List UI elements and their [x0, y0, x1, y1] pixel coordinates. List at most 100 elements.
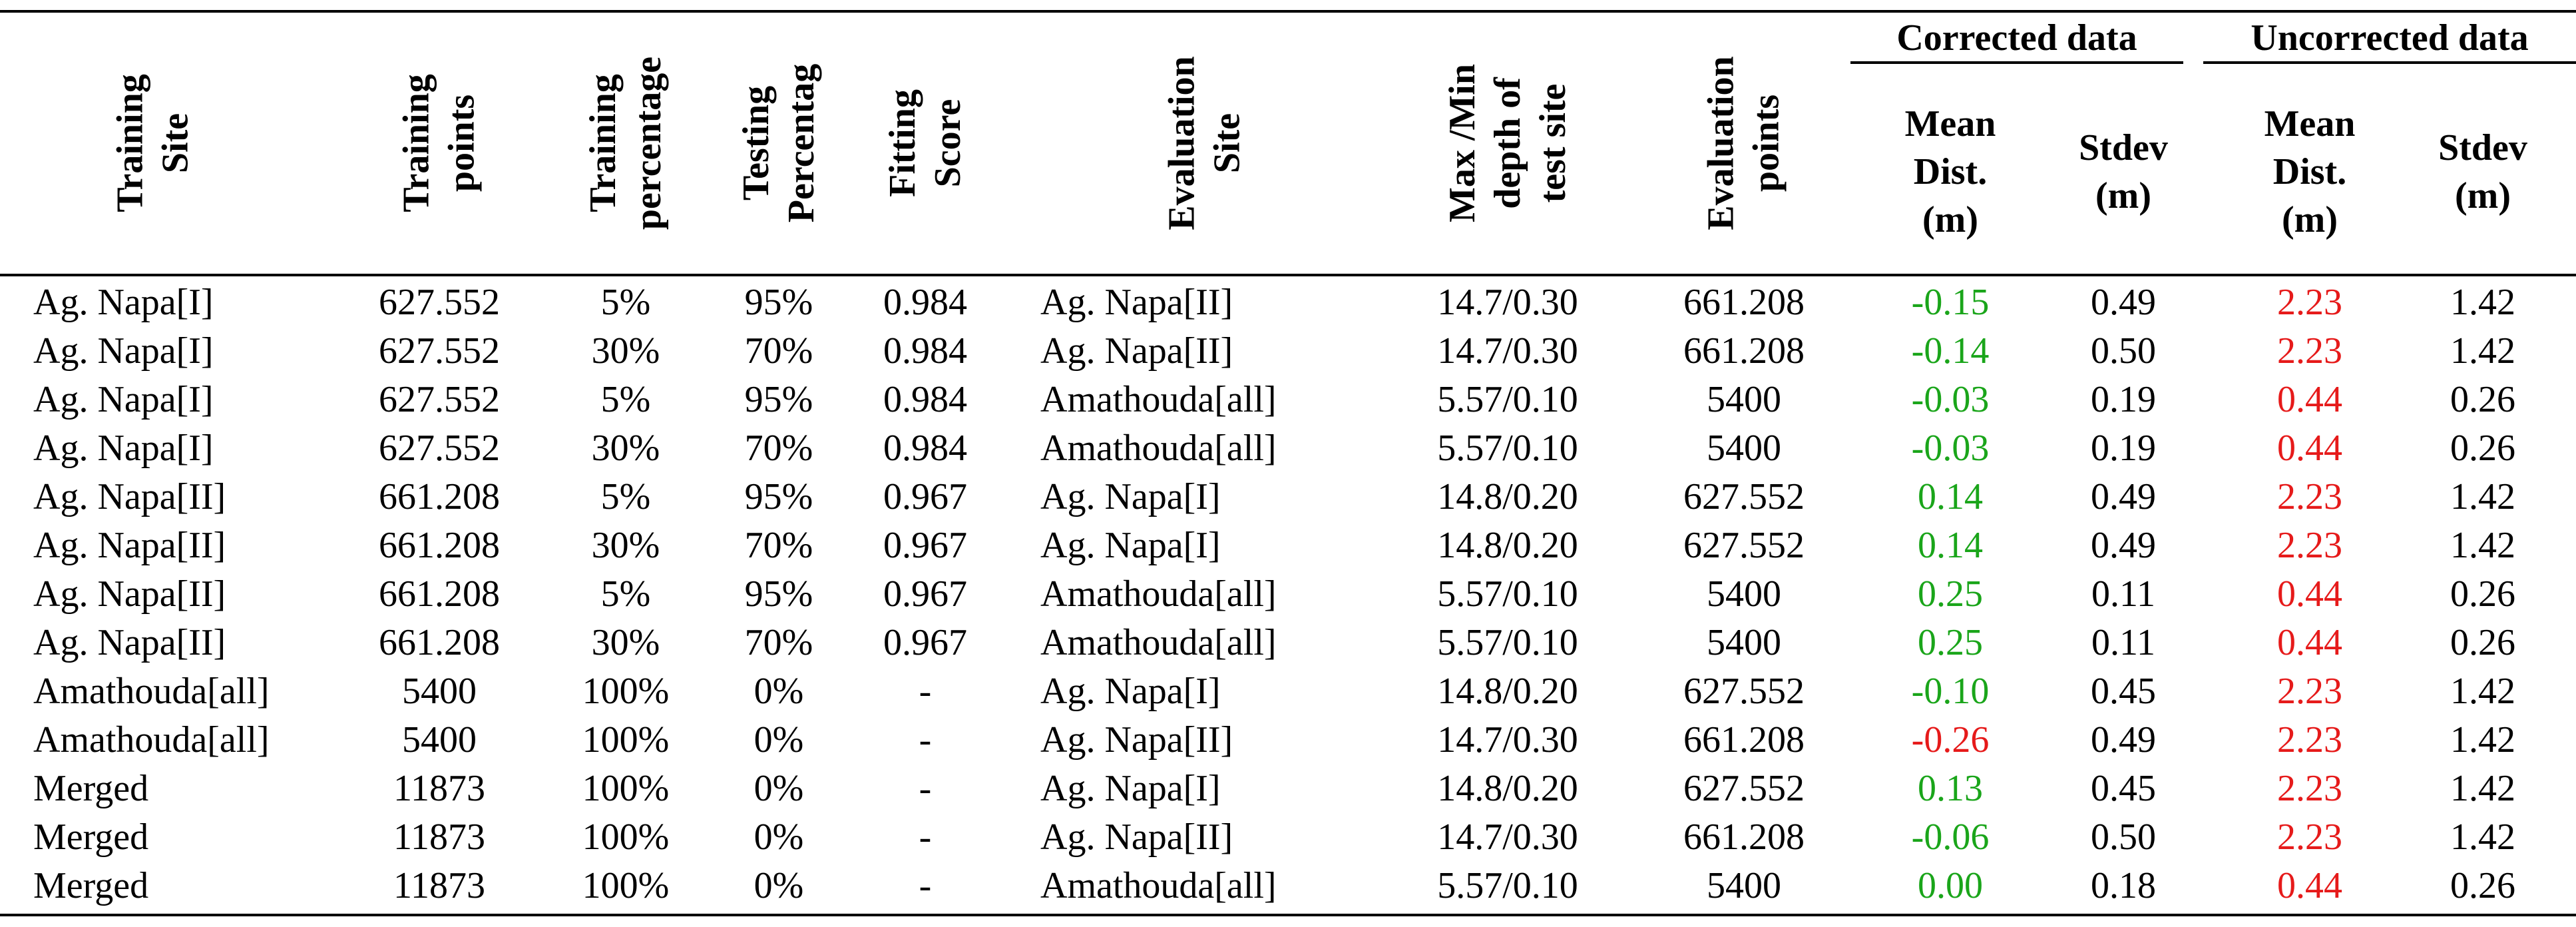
cell-corrected-stdev: 0.49	[2091, 525, 2156, 566]
cell-evaluation-site: Amathouda[all]	[1040, 573, 1277, 615]
cell-corrected-stdev: 0.11	[2091, 573, 2155, 615]
cell-training-site: Ag. Napa[I]	[33, 330, 214, 372]
table-row: Amathouda[all] 5400 100% 0% - Ag. Napa[II] 14.…	[0, 716, 2576, 765]
cell-corrected-stdev: 0.11	[2091, 622, 2155, 663]
cell-evaluation-site: Amathouda[all]	[1040, 428, 1277, 469]
cell-testing-percentage: 0%	[753, 816, 804, 858]
cell-corrected-stdev: 0.50	[2091, 330, 2156, 372]
cell-training-points: 5400	[402, 719, 477, 761]
cell-testing-percentage: 95%	[744, 476, 813, 517]
cell-training-points: 627.552	[379, 330, 500, 372]
cell-fitting-score: -	[919, 768, 932, 809]
uncorrected-group-rule	[2203, 61, 2576, 64]
cell-corrected-stdev: 0.49	[2091, 282, 2156, 323]
cell-training-points: 627.552	[379, 428, 500, 469]
cell-training-site: Ag. Napa[II]	[33, 622, 226, 663]
cell-depth: 14.7/0.30	[1437, 330, 1578, 372]
cell-training-site: Ag. Napa[I]	[33, 379, 214, 420]
cell-uncorrected-stdev: 1.42	[2450, 671, 2515, 712]
table-row: Amathouda[all] 5400 100% 0% - Ag. Napa[I] 14.8…	[0, 667, 2576, 716]
cell-uncorrected-stdev: 0.26	[2450, 573, 2515, 615]
cell-evaluation-site: Amathouda[all]	[1040, 622, 1277, 663]
cell-corrected-stdev: 0.50	[2091, 816, 2156, 858]
cell-uncorrected-mean: 2.23	[2277, 476, 2342, 517]
cell-corrected-mean: 0.25	[1918, 622, 1983, 663]
table-row: Merged 11873 100% 0% - Amathouda[all] 5.57/0.1…	[0, 862, 2576, 910]
cell-uncorrected-mean: 2.23	[2277, 525, 2342, 566]
cell-training-percentage: 30%	[591, 622, 660, 663]
cell-corrected-mean: -0.26	[1911, 719, 1990, 761]
cell-training-site: Merged	[33, 865, 149, 906]
cell-training-points: 11873	[393, 816, 485, 858]
cell-fitting-score: 0.984	[883, 428, 967, 469]
cell-uncorrected-stdev: 1.42	[2450, 476, 2515, 517]
cell-training-site: Amathouda[all]	[33, 671, 270, 712]
cell-testing-percentage: 0%	[753, 768, 804, 809]
cell-evaluation-site: Ag. Napa[II]	[1040, 330, 1233, 372]
cell-uncorrected-stdev: 0.26	[2450, 428, 2515, 469]
cell-evaluation-points: 5400	[1707, 622, 1781, 663]
cell-evaluation-site: Ag. Napa[I]	[1040, 525, 1221, 566]
cell-corrected-mean: -0.15	[1911, 282, 1990, 323]
cell-corrected-mean: -0.14	[1911, 330, 1990, 372]
cell-corrected-mean: -0.03	[1911, 379, 1990, 420]
cell-testing-percentage: 95%	[744, 379, 813, 420]
cell-corrected-stdev: 0.18	[2091, 865, 2156, 906]
cell-training-percentage: 30%	[591, 525, 660, 566]
cell-uncorrected-mean: 0.44	[2277, 865, 2342, 906]
cell-depth: 14.8/0.20	[1437, 671, 1578, 712]
table-row: Ag. Napa[I] 627.552 30% 70% 0.984 Ag. Napa[II…	[0, 327, 2576, 376]
cell-evaluation-points: 5400	[1707, 428, 1781, 469]
cell-training-points: 627.552	[379, 282, 500, 323]
corrected-group-rule	[1850, 61, 2183, 64]
cell-training-points: 661.208	[379, 525, 500, 566]
cell-evaluation-points: 661.208	[1683, 816, 1805, 858]
cell-evaluation-site: Ag. Napa[II]	[1040, 282, 1233, 323]
cell-uncorrected-mean: 2.23	[2277, 671, 2342, 712]
cell-evaluation-points: 627.552	[1683, 476, 1805, 517]
cell-corrected-mean: 0.25	[1918, 573, 1983, 615]
cell-fitting-score: 0.984	[883, 379, 967, 420]
cell-evaluation-points: 627.552	[1683, 768, 1805, 809]
cell-depth: 5.57/0.10	[1437, 573, 1578, 615]
cell-evaluation-site: Ag. Napa[II]	[1040, 816, 1233, 858]
cell-corrected-mean: -0.06	[1911, 816, 1990, 858]
cell-uncorrected-stdev: 1.42	[2450, 768, 2515, 809]
cell-training-percentage: 100%	[582, 671, 670, 712]
cell-depth: 14.7/0.30	[1437, 816, 1578, 858]
cell-uncorrected-stdev: 1.42	[2450, 719, 2515, 761]
cell-training-percentage: 5%	[600, 476, 651, 517]
cell-evaluation-site: Amathouda[all]	[1040, 379, 1277, 420]
table-body: Ag. Napa[I] 627.552 5% 95% 0.984 Ag. Napa[II]…	[0, 278, 2576, 910]
header-max-min-depth: Max /Min depth of test site	[1442, 64, 1574, 222]
cell-uncorrected-mean: 2.23	[2277, 719, 2342, 761]
header-training-percentage: Training percentage	[582, 56, 670, 230]
cell-training-points: 627.552	[379, 379, 500, 420]
cell-corrected-mean: 0.14	[1918, 525, 1983, 566]
cell-testing-percentage: 95%	[744, 282, 813, 323]
cell-fitting-score: 0.967	[883, 476, 967, 517]
cell-uncorrected-mean: 0.44	[2277, 573, 2342, 615]
cell-fitting-score: -	[919, 719, 932, 761]
cell-training-points: 661.208	[379, 622, 500, 663]
cell-uncorrected-stdev: 0.26	[2450, 622, 2515, 663]
cell-training-percentage: 100%	[582, 719, 670, 761]
cell-testing-percentage: 70%	[744, 330, 813, 372]
cell-training-percentage: 100%	[582, 768, 670, 809]
cell-corrected-stdev: 0.19	[2091, 379, 2156, 420]
corrected-stdev-header: Stdev (m)	[2079, 127, 2168, 216]
cell-evaluation-site: Ag. Napa[I]	[1040, 671, 1221, 712]
cell-fitting-score: -	[919, 671, 932, 712]
cell-fitting-score: 0.984	[883, 282, 967, 323]
cell-training-points: 11873	[393, 768, 485, 809]
table-row: Ag. Napa[I] 627.552 5% 95% 0.984 Amathouda[al…	[0, 376, 2576, 424]
cell-testing-percentage: 0%	[753, 719, 804, 761]
cell-training-percentage: 30%	[591, 428, 660, 469]
cell-corrected-stdev: 0.45	[2091, 768, 2156, 809]
cell-training-site: Ag. Napa[II]	[33, 573, 226, 615]
cell-depth: 5.57/0.10	[1437, 428, 1578, 469]
header-fitting-score: Fitting Score	[882, 89, 969, 197]
cell-fitting-score: 0.984	[883, 330, 967, 372]
cell-testing-percentage: 0%	[753, 865, 804, 906]
